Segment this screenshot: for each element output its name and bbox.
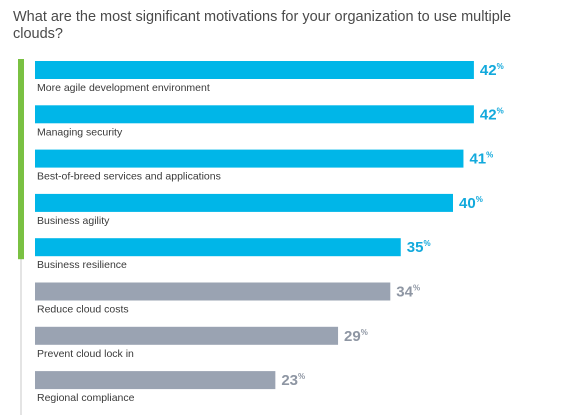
highlight-accent-bar [18, 59, 24, 260]
bar-value-label: 35% [407, 239, 431, 256]
bar [35, 61, 474, 79]
chart-title: What are the most significant motivation… [13, 9, 512, 42]
bar-value-label: 40% [459, 195, 483, 212]
bar [35, 282, 391, 301]
bar [35, 105, 474, 124]
bar-value-label: 23% [281, 372, 305, 389]
bar [35, 149, 464, 168]
bar [35, 326, 339, 345]
bar-category-label: Best-of-breed services and applications [37, 171, 221, 183]
bar-value-label: 42% [480, 106, 504, 123]
bar-value-label: 34% [396, 284, 420, 301]
bar [35, 371, 276, 390]
bar-category-label: Reduce cloud costs [37, 304, 129, 316]
bar [35, 193, 453, 212]
bar-category-label: Business resilience [37, 259, 127, 271]
bar-category-label: Managing security [37, 126, 123, 138]
bar-category-label: Prevent cloud lock in [37, 348, 134, 360]
bar-category-label: Regional compliance [37, 392, 135, 404]
bar-value-label: 41% [469, 151, 493, 168]
bar-category-label: More agile development environment [37, 82, 210, 94]
bar-value-label: 42% [480, 62, 504, 79]
bar-value-label: 29% [344, 328, 368, 345]
bar [35, 238, 401, 257]
bar-category-label: Business agility [37, 215, 110, 227]
